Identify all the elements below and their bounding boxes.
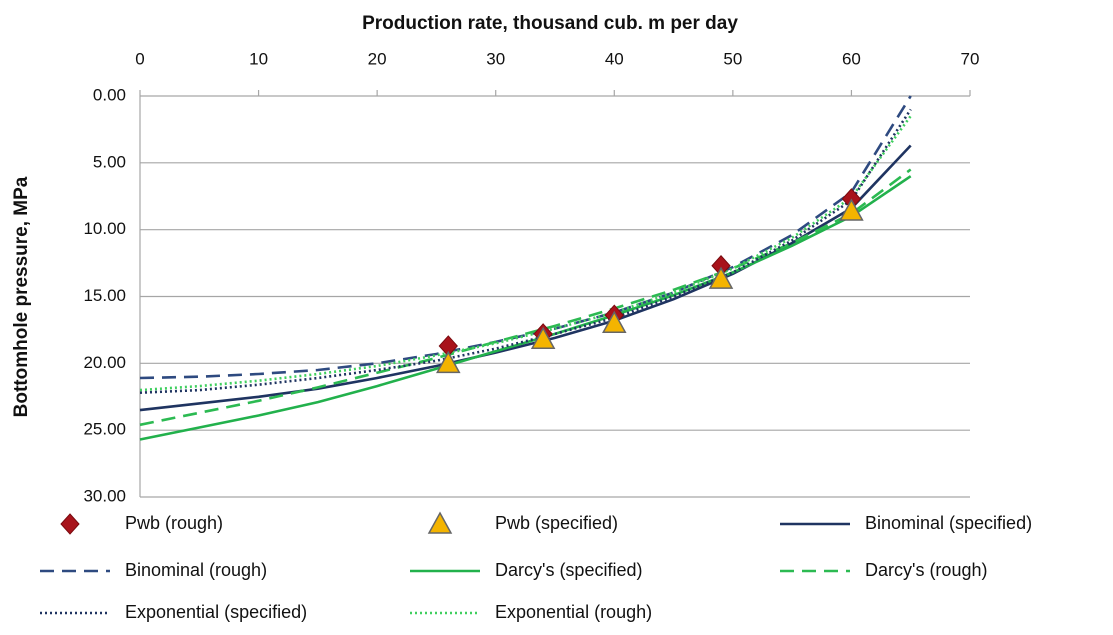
series-line xyxy=(139,168,912,427)
triangle-marker xyxy=(427,511,453,534)
y-tick-label: 20.00 xyxy=(83,353,126,372)
legend-label: Pwb (specified) xyxy=(495,513,618,533)
triangle-marker xyxy=(602,310,627,333)
chart-title: Production rate, thousand cub. m per day xyxy=(362,13,738,34)
legend-label: Exponential (rough) xyxy=(495,602,652,622)
y-tick-label: 30.00 xyxy=(83,486,126,505)
triangle-marker xyxy=(530,326,556,350)
triangle-marker xyxy=(708,266,734,289)
y-tick-label: 10.00 xyxy=(83,219,126,238)
y-tick-label: 15.00 xyxy=(83,286,126,305)
x-tick-label: 30 xyxy=(486,49,505,68)
legend-label: Pwb (rough) xyxy=(125,513,223,533)
x-tick-label: 40 xyxy=(605,49,624,68)
x-tick-label: 70 xyxy=(961,49,980,68)
y-tick-label: 5.00 xyxy=(93,152,126,171)
x-tick-label: 10 xyxy=(249,49,268,68)
legend-label: Exponential (specified) xyxy=(125,602,307,622)
series-line xyxy=(139,175,912,441)
series-line xyxy=(139,144,912,412)
legend-label: Binominal (rough) xyxy=(125,560,267,580)
y-axis-label: Bottomhole pressure, MPa xyxy=(11,176,32,417)
legend-label: Darcy's (rough) xyxy=(865,560,987,580)
x-tick-label: 60 xyxy=(842,49,861,68)
legend-label: Darcy's (specified) xyxy=(495,560,642,580)
x-tick-label: 0 xyxy=(135,49,144,68)
y-tick-label: 0.00 xyxy=(93,85,126,104)
triangle-marker xyxy=(436,350,461,374)
series-line xyxy=(139,95,912,380)
x-tick-label: 50 xyxy=(723,49,742,68)
series-line xyxy=(139,108,912,394)
triangle-marker xyxy=(839,198,864,221)
x-tick-label: 20 xyxy=(368,49,387,68)
legend-label: Binominal (specified) xyxy=(865,513,1032,533)
y-tick-label: 25.00 xyxy=(83,420,126,439)
series-line xyxy=(139,115,912,392)
diamond-marker xyxy=(60,513,80,535)
